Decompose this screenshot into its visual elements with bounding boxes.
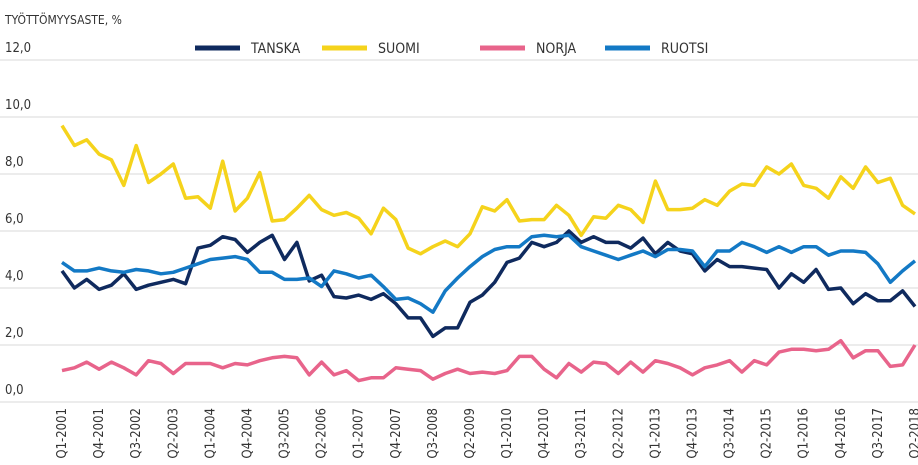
x-tick-label: Q3-2008 (426, 408, 441, 459)
y-tick-label: 12,0 (5, 41, 31, 56)
chart-title: TYÖTTÖMYYSASTE, % (4, 11, 122, 27)
x-tick-label: Q1-2016 (797, 408, 812, 459)
y-tick-label: 2,0 (5, 326, 24, 341)
series-line (60, 124, 916, 256)
x-tick-label: Q2-2003 (166, 408, 181, 459)
series-line (61, 338, 917, 383)
x-tick-label: Q4-2001 (92, 408, 107, 459)
y-tick-label: 8,0 (5, 155, 24, 170)
x-tick-label: Q1-2004 (203, 408, 218, 459)
x-tick-label: Q1-2010 (500, 408, 515, 459)
y-tick-label: 10,0 (5, 98, 31, 113)
x-tick-label: Q1-2007 (352, 408, 367, 459)
series-line (60, 229, 917, 339)
series-line (61, 233, 917, 314)
legend-label: TANSKA (250, 41, 301, 57)
x-tick-label: Q2-2006 (315, 408, 330, 459)
x-tick-label: Q4-2016 (834, 408, 849, 459)
x-tick-label: Q2-2009 (463, 408, 478, 459)
x-tick-label: Q4-2004 (240, 408, 255, 459)
legend-label: SUOMI (378, 41, 420, 57)
x-tick-label: Q2-2012 (611, 408, 626, 459)
x-tick-label: Q1-2013 (648, 408, 663, 459)
x-tick-label: Q1-2001 (55, 408, 70, 459)
x-tick-label: Q4-2013 (685, 408, 700, 459)
y-tick-label: 0,0 (5, 383, 24, 398)
y-tick-label: 4,0 (5, 269, 24, 284)
x-tick-label: Q3-2005 (278, 408, 293, 459)
x-tick-label: Q3-2002 (129, 408, 144, 459)
legend-label: RUOTSI (661, 41, 708, 57)
x-tick-label: Q2-2015 (760, 408, 775, 459)
x-tick-label: Q3-2014 (723, 408, 738, 459)
x-tick-label: Q2-2018 (908, 408, 918, 459)
x-tick-label: Q4-2010 (537, 408, 552, 459)
x-tick-label: Q4-2007 (389, 408, 404, 459)
y-tick-label: 6,0 (5, 212, 24, 227)
legend-label: NORJA (536, 41, 577, 57)
x-tick-label: Q3-2017 (871, 408, 886, 459)
x-tick-label: Q3-2011 (574, 408, 589, 459)
